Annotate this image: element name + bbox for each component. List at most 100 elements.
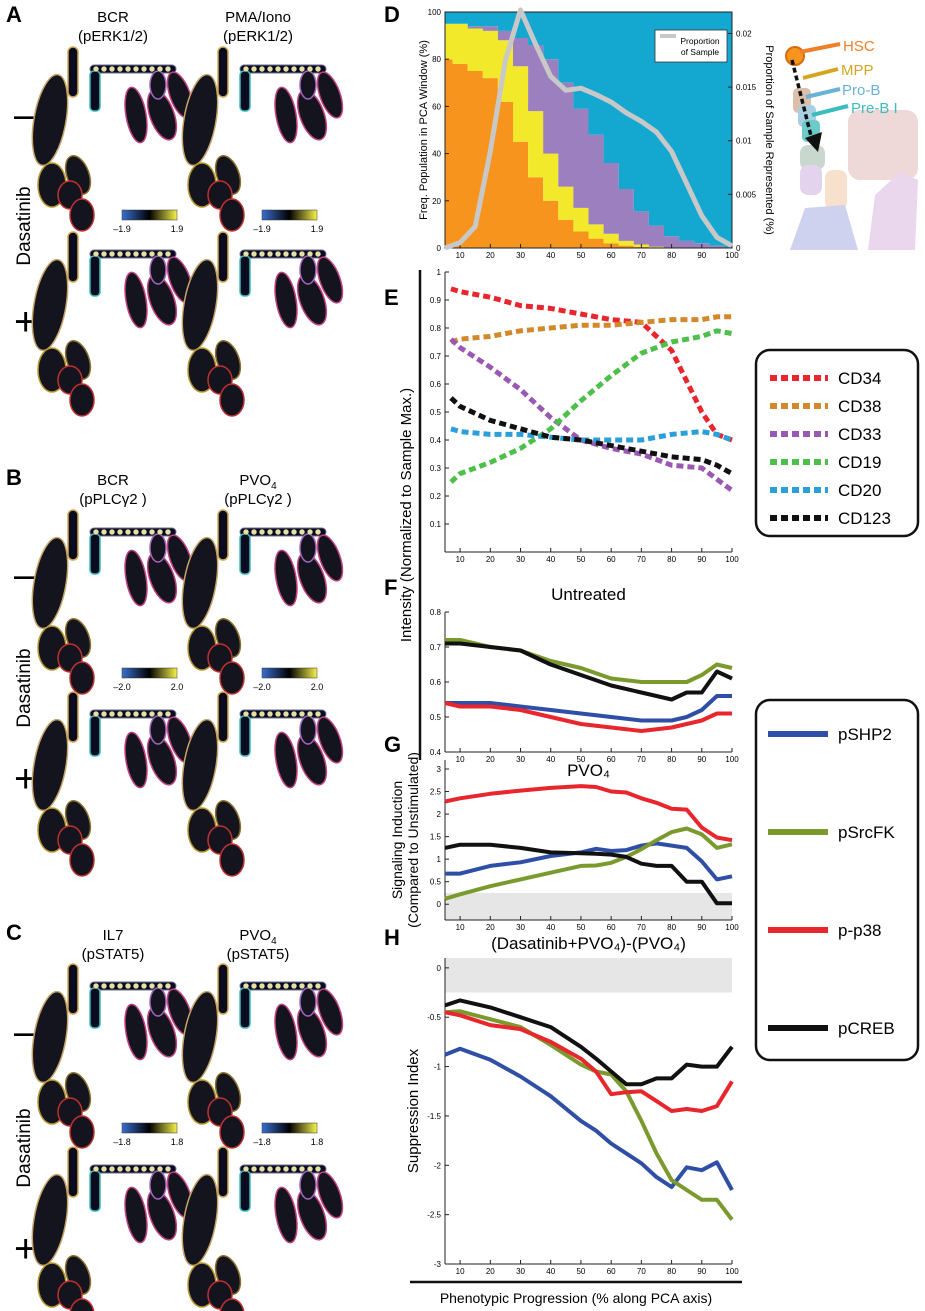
tree-blob-0: [31, 718, 69, 812]
x-tick-label: 90: [697, 251, 706, 260]
tree-node: [258, 1166, 265, 1173]
tree-node: [314, 66, 321, 73]
tree-node: [140, 983, 147, 990]
legend-label-p-p38: p-p38: [838, 921, 881, 940]
tree-stem: [67, 691, 79, 743]
panel-C: C IL7 (pSTAT5) PVO4 (pSTAT5) – + Dasatin…: [6, 920, 344, 1311]
tree-C-plus-2: [181, 1146, 344, 1311]
panel-letter-B: B: [6, 465, 22, 490]
tree-blob-8: [149, 1170, 167, 1200]
tree-blob-4: [69, 661, 95, 695]
tree-A-plus-1: [31, 231, 194, 417]
y2-tick-label: 0.005: [736, 190, 757, 199]
tree-node: [298, 983, 305, 990]
tree-node: [266, 983, 273, 990]
tree-node: [140, 529, 147, 536]
tree-blob-8: [299, 255, 317, 285]
area-series-1: [445, 23, 732, 248]
tree-node: [282, 1166, 289, 1173]
tree-prebi: [239, 70, 251, 112]
x-tick-label: 10: [456, 555, 465, 564]
tree-node: [314, 529, 321, 536]
tree-blob-5: [274, 86, 298, 144]
x-tick-label: 20: [486, 1267, 495, 1276]
y2-axis-label: Proportion of Sample Represented (%): [763, 45, 775, 235]
tree-node: [100, 251, 107, 258]
tree-node: [290, 66, 297, 73]
x-tick-label: 100: [725, 923, 739, 932]
tree-node: [274, 251, 281, 258]
tree-node: [148, 66, 155, 73]
tree-stem: [67, 1146, 79, 1198]
y-tick-label: 1: [437, 855, 442, 864]
series-line-CD33: [449, 337, 734, 493]
y-tick-label: 0.5: [430, 408, 442, 417]
series-line-pSrcFK: [444, 826, 733, 901]
y-tick-label: 0.5: [430, 878, 442, 887]
x-tick-label: 80: [667, 251, 676, 260]
y2-tick-label: 0: [736, 244, 741, 253]
series-line-p-p38: [444, 784, 733, 843]
x-tick-label: 80: [667, 1267, 676, 1276]
tree-blob-0: [31, 1173, 69, 1267]
y-tick-label: 0.1: [430, 520, 442, 529]
tree-node: [258, 711, 265, 718]
tree-blob-4: [69, 383, 95, 417]
y-tick-label: 0.4: [430, 436, 442, 445]
tree-node: [116, 66, 123, 73]
tree-node: [282, 66, 289, 73]
legend-text: Proportion: [680, 36, 719, 46]
x-tick-label: 90: [697, 555, 706, 564]
tree-blob-4: [69, 198, 95, 232]
tree-node: [164, 66, 171, 73]
y-tick-label: 0.7: [430, 352, 442, 361]
shape-peach: [825, 170, 847, 210]
tree-node: [156, 711, 163, 718]
pop-label: Pro-B: [842, 82, 880, 99]
tree-node: [314, 711, 321, 718]
tree-node: [124, 1166, 131, 1173]
tree-blob-5: [274, 271, 298, 329]
chart-F: 10 20 30 40 50 60 70 80 90 100 0.4 0.5 0.6 0.7 0.8 Untr…: [430, 585, 739, 764]
null-band: [445, 958, 732, 993]
x-tick-label: 50: [576, 251, 585, 260]
chart-H: 10 20 30 40 50 60 70 80 90 100 0 -0.5 -1 -1.5 -2 -2.5 -3…: [405, 934, 739, 1276]
y2-tick-label: 0.01: [736, 137, 752, 146]
tree-blob-4: [219, 843, 245, 877]
series-line-pSrcFK: [444, 1009, 734, 1221]
x-tick-label: 100: [725, 755, 739, 764]
tree-blob-7: [316, 256, 344, 304]
tree-prebi: [239, 987, 251, 1029]
area-series-3: [445, 12, 732, 248]
tree-C-plus-1: [31, 1146, 194, 1311]
minus-sign: –: [14, 553, 37, 597]
proportion-line: [444, 7, 734, 251]
area-series-0: [445, 59, 732, 249]
legend-label-CD33: CD33: [838, 425, 881, 444]
shape-blue: [790, 205, 858, 250]
tree-node: [164, 1166, 171, 1173]
legend-label-CD123: CD123: [838, 509, 891, 528]
tree-blob-8: [299, 533, 317, 563]
tree-blob-5: [124, 271, 148, 329]
tree-blob-0: [181, 258, 219, 352]
scale-C-2: –1.8 1.8: [253, 1122, 323, 1147]
tree-stem: [217, 1146, 229, 1198]
series-line-pCREB: [444, 998, 734, 1087]
y-tick-label: 0: [437, 244, 442, 253]
tree-blob-5: [124, 1003, 148, 1061]
panel-letter-C: C: [6, 920, 22, 945]
tree-blob-4: [219, 198, 245, 232]
y-tick-label: 0.8: [430, 324, 442, 333]
x-tick-label: 30: [516, 555, 525, 564]
tree-node: [132, 251, 139, 258]
tree-node: [93, 711, 100, 718]
tree-node: [298, 529, 305, 536]
y-tick-label: 20: [432, 197, 441, 206]
tree-node: [274, 983, 281, 990]
panel-letter-F: F: [384, 575, 397, 600]
series-line-CD20: [450, 426, 733, 443]
y-tick-label: 40: [432, 150, 441, 159]
x-tick-label: 70: [637, 1267, 646, 1276]
tree-B-plus-1: [31, 691, 194, 877]
